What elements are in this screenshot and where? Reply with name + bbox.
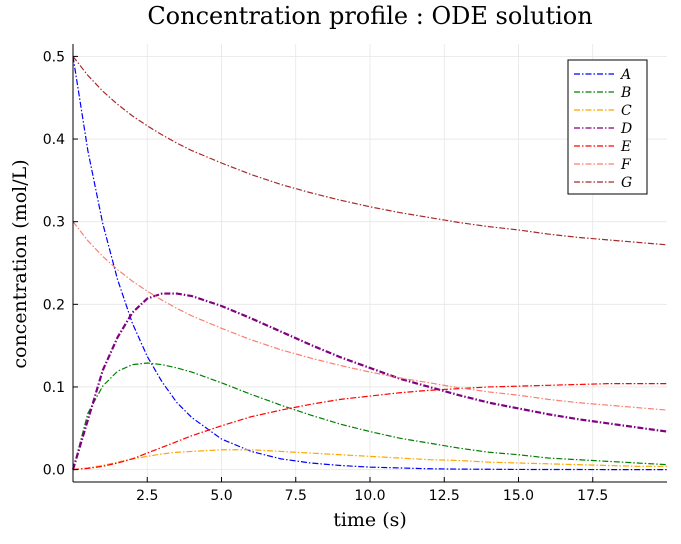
series-line-A: [72, 56, 667, 471]
x-tick-label: 10.0: [354, 488, 385, 504]
series-group: [71, 56, 668, 471]
x-axis-label: time (s): [333, 509, 407, 531]
series-line-B: [72, 362, 668, 470]
x-tick-label: 17.5: [577, 488, 608, 504]
legend-label-D: D: [620, 121, 632, 137]
series-line-F: [72, 221, 668, 411]
chart-title: Concentration profile : ODE solution: [147, 2, 592, 30]
ticks: 2.5 5.0 7.5 10.0 12.5 15.0 17.5 0.0 0.1 0.2 0.3 0.4…: [43, 49, 609, 504]
grid: [73, 44, 667, 482]
x-tick-label: 5.0: [210, 488, 232, 504]
y-tick-label: 0.1: [43, 380, 65, 396]
x-tick-label: 7.5: [285, 488, 307, 504]
x-tick-label: 12.5: [429, 488, 460, 504]
legend-label-F: F: [620, 157, 632, 173]
y-tick-label: 0.3: [43, 215, 65, 231]
legend-label-A: A: [619, 67, 631, 83]
series-line-G: [72, 56, 668, 246]
legend-label-B: B: [620, 85, 631, 101]
legend-box: [567, 59, 648, 195]
legend-label-C: C: [621, 103, 632, 119]
y-tick-label: 0.5: [43, 49, 65, 65]
series-line-D: [71, 292, 668, 470]
y-tick-label: 0.2: [43, 297, 65, 313]
x-tick-label: 2.5: [136, 488, 158, 504]
legend-label-G: G: [621, 175, 632, 191]
y-tick-label: 0.0: [43, 463, 65, 479]
series-line-E: [72, 383, 667, 471]
x-tick-label: 15.0: [503, 488, 534, 504]
legend-label-E: E: [620, 139, 631, 155]
y-axis-label: concentration (mol/L): [9, 159, 31, 368]
y-tick-label: 0.4: [43, 132, 65, 148]
